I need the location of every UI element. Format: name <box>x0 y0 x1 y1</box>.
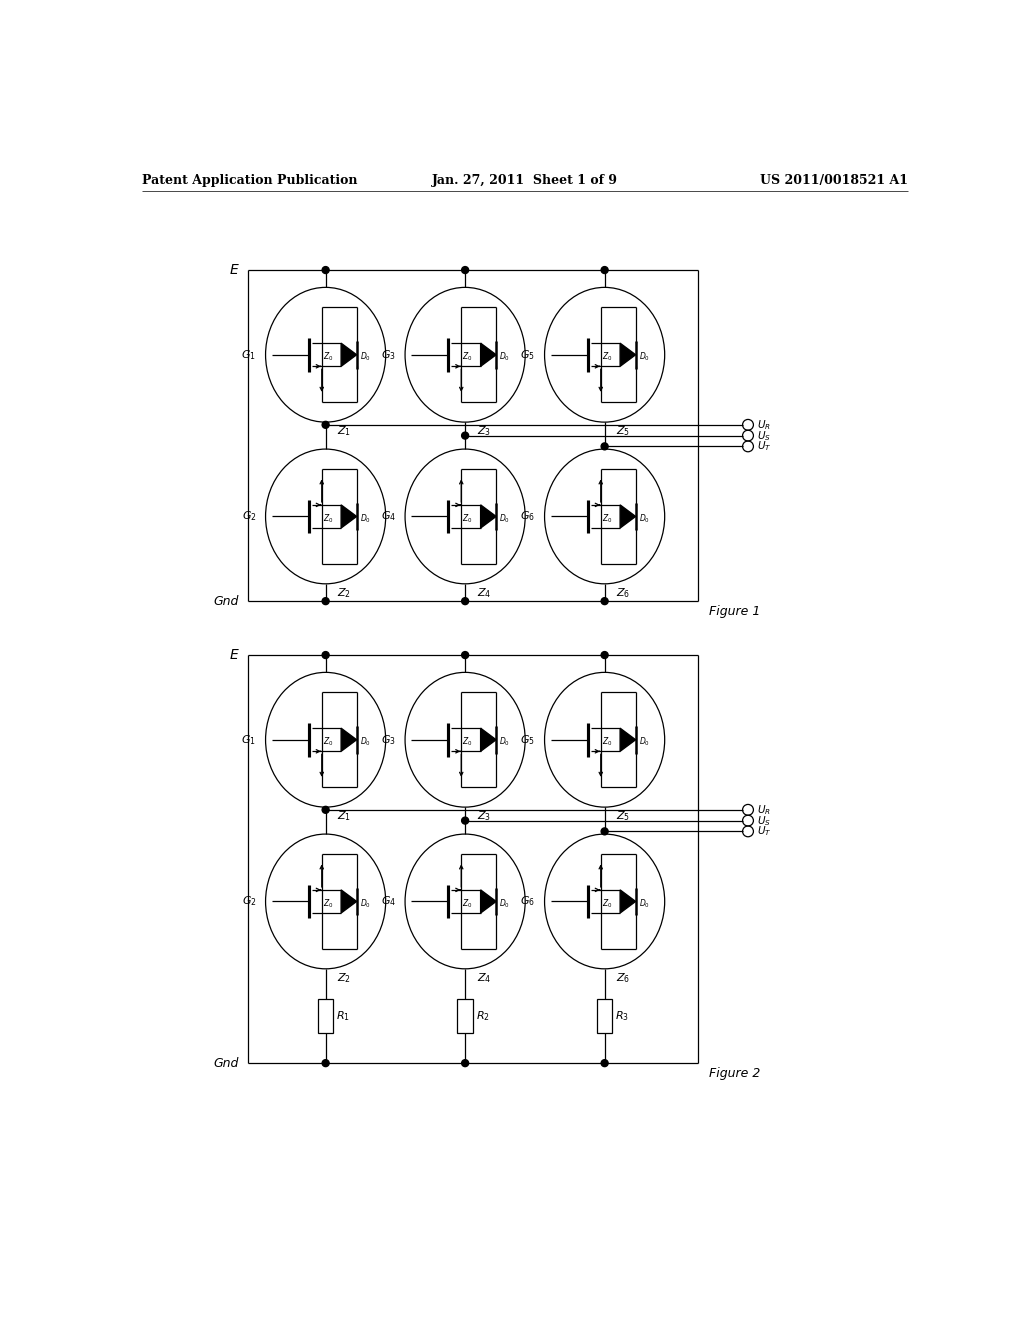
Text: $D_0$: $D_0$ <box>500 898 510 909</box>
Text: $D_0$: $D_0$ <box>639 735 649 748</box>
Text: $Z_0$: $Z_0$ <box>601 351 612 363</box>
Text: $Z_{3}$: $Z_{3}$ <box>477 809 490 824</box>
Circle shape <box>601 598 608 605</box>
Circle shape <box>601 828 608 834</box>
Text: $U_{T}$: $U_{T}$ <box>758 440 772 453</box>
Text: $Z_0$: $Z_0$ <box>323 735 333 748</box>
Text: $U_{R}$: $U_{R}$ <box>758 418 771 432</box>
Polygon shape <box>621 506 636 528</box>
Text: $G_{1}$: $G_{1}$ <box>242 733 256 747</box>
Text: E: E <box>230 648 239 663</box>
Circle shape <box>462 652 469 659</box>
Text: $G_{4}$: $G_{4}$ <box>381 510 395 523</box>
Text: $Z_0$: $Z_0$ <box>601 735 612 748</box>
Text: $D_0$: $D_0$ <box>359 898 371 909</box>
Polygon shape <box>341 890 356 913</box>
Text: $G_{6}$: $G_{6}$ <box>520 510 536 523</box>
Circle shape <box>462 817 469 824</box>
Text: $G_{5}$: $G_{5}$ <box>520 733 536 747</box>
Text: $Z_0$: $Z_0$ <box>323 898 333 909</box>
Text: $Z_0$: $Z_0$ <box>601 512 612 525</box>
Polygon shape <box>341 729 356 751</box>
Text: Figure 1: Figure 1 <box>710 605 761 618</box>
Text: $Z_0$: $Z_0$ <box>323 351 333 363</box>
Text: $Z_{1}$: $Z_{1}$ <box>337 809 351 824</box>
Polygon shape <box>341 343 356 367</box>
Circle shape <box>601 267 608 273</box>
Text: $Z_0$: $Z_0$ <box>323 512 333 525</box>
Polygon shape <box>341 506 356 528</box>
Text: $R_{2}$: $R_{2}$ <box>476 1008 489 1023</box>
Text: $D_0$: $D_0$ <box>639 898 649 909</box>
Text: US 2011/0018521 A1: US 2011/0018521 A1 <box>760 174 907 187</box>
Text: Gnd: Gnd <box>213 594 239 607</box>
Text: $Z_{6}$: $Z_{6}$ <box>616 972 631 985</box>
Circle shape <box>323 267 329 273</box>
Text: $R_{1}$: $R_{1}$ <box>337 1008 350 1023</box>
Text: $Z_0$: $Z_0$ <box>462 351 472 363</box>
Text: $D_0$: $D_0$ <box>500 512 510 525</box>
Circle shape <box>601 652 608 659</box>
Text: $Z_{4}$: $Z_{4}$ <box>477 972 492 985</box>
Text: $D_0$: $D_0$ <box>639 512 649 525</box>
Text: $D_0$: $D_0$ <box>500 735 510 748</box>
Text: $G_{6}$: $G_{6}$ <box>520 895 536 908</box>
Polygon shape <box>480 506 496 528</box>
Circle shape <box>323 598 329 605</box>
Text: Jan. 27, 2011  Sheet 1 of 9: Jan. 27, 2011 Sheet 1 of 9 <box>432 174 617 187</box>
Text: $Z_{5}$: $Z_{5}$ <box>616 809 631 824</box>
Polygon shape <box>621 890 636 913</box>
Text: $Z_0$: $Z_0$ <box>462 735 472 748</box>
Text: $Z_{5}$: $Z_{5}$ <box>616 425 631 438</box>
Circle shape <box>323 421 329 428</box>
Text: $Z_0$: $Z_0$ <box>462 512 472 525</box>
Text: $Z_{4}$: $Z_{4}$ <box>477 586 492 599</box>
Text: $Z_{3}$: $Z_{3}$ <box>477 425 490 438</box>
Text: $U_{S}$: $U_{S}$ <box>758 429 771 442</box>
Text: $Z_{6}$: $Z_{6}$ <box>616 586 631 599</box>
Circle shape <box>601 1060 608 1067</box>
Text: $Z_0$: $Z_0$ <box>601 898 612 909</box>
Bar <box>317 999 334 1034</box>
Circle shape <box>323 652 329 659</box>
Bar <box>597 999 612 1034</box>
Text: $D_0$: $D_0$ <box>639 351 649 363</box>
Text: $G_{3}$: $G_{3}$ <box>381 348 395 362</box>
Polygon shape <box>480 343 496 367</box>
Circle shape <box>323 1060 329 1067</box>
Text: Patent Application Publication: Patent Application Publication <box>142 174 357 187</box>
Text: $Z_{2}$: $Z_{2}$ <box>337 586 351 599</box>
Text: $U_{T}$: $U_{T}$ <box>758 825 772 838</box>
Text: $Z_{2}$: $Z_{2}$ <box>337 972 351 985</box>
Text: Figure 2: Figure 2 <box>710 1067 761 1080</box>
Text: $D_0$: $D_0$ <box>500 351 510 363</box>
Circle shape <box>462 267 469 273</box>
Text: $Z_0$: $Z_0$ <box>462 898 472 909</box>
Text: $U_{S}$: $U_{S}$ <box>758 813 771 828</box>
Circle shape <box>323 807 329 813</box>
Polygon shape <box>621 729 636 751</box>
Circle shape <box>462 432 469 440</box>
Circle shape <box>462 598 469 605</box>
Text: $G_{2}$: $G_{2}$ <box>242 510 256 523</box>
Text: $G_{3}$: $G_{3}$ <box>381 733 395 747</box>
Text: $Z_{1}$: $Z_{1}$ <box>337 425 351 438</box>
Text: $D_0$: $D_0$ <box>359 351 371 363</box>
Text: Gnd: Gnd <box>213 1056 239 1069</box>
Text: $G_{4}$: $G_{4}$ <box>381 895 395 908</box>
Text: E: E <box>230 263 239 277</box>
Text: $D_0$: $D_0$ <box>359 512 371 525</box>
Polygon shape <box>480 890 496 913</box>
Bar <box>458 999 473 1034</box>
Polygon shape <box>480 729 496 751</box>
Circle shape <box>601 444 608 450</box>
Text: $G_{1}$: $G_{1}$ <box>242 348 256 362</box>
Text: $G_{2}$: $G_{2}$ <box>242 895 256 908</box>
Text: $U_{R}$: $U_{R}$ <box>758 803 771 817</box>
Circle shape <box>462 1060 469 1067</box>
Polygon shape <box>621 343 636 367</box>
Text: $D_0$: $D_0$ <box>359 735 371 748</box>
Text: $G_{5}$: $G_{5}$ <box>520 348 536 362</box>
Text: $R_{3}$: $R_{3}$ <box>615 1008 630 1023</box>
